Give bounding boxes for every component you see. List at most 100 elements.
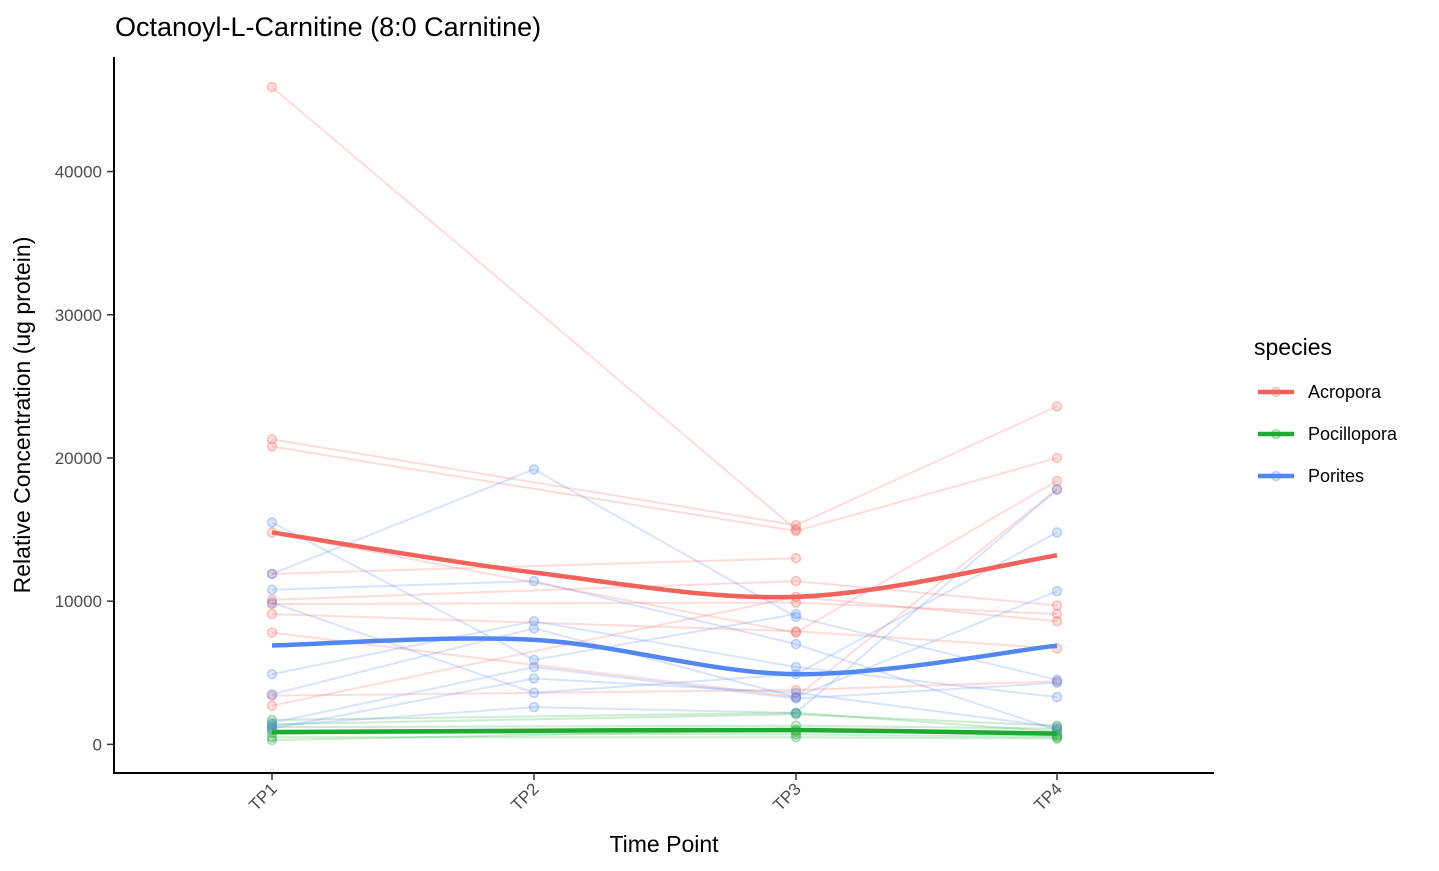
acropora-point (1051, 608, 1063, 620)
x-tick-label: TP2 (507, 779, 542, 814)
acropora-colony-line (271, 580, 1058, 607)
porites-point (790, 707, 802, 719)
chart-title: Octanoyl-L-Carnitine (8:0 Carnitine) (115, 12, 541, 42)
porites-point (266, 597, 278, 608)
porites-point (266, 517, 278, 528)
porites-point (528, 623, 540, 634)
legend-label-porites: Porites (1308, 466, 1364, 486)
acropora-colony-line (271, 405, 1058, 527)
legend-item-acropora: Acropora (1258, 382, 1382, 402)
porites-point (1051, 674, 1063, 686)
porites-colony-line (271, 620, 1058, 699)
y-tick-label: 10000 (55, 592, 102, 611)
acropora-colony-line (271, 86, 797, 531)
pocillopora-trend-line (271, 727, 1058, 736)
porites-colony-line (271, 521, 797, 661)
porites-point (266, 668, 278, 680)
acropora-point (790, 552, 802, 564)
porites-colony-line (271, 531, 1058, 694)
data-points (266, 81, 1063, 746)
porites-trend-line (271, 636, 1058, 677)
acropora-point (266, 434, 278, 445)
porites-colony-line (271, 590, 1058, 699)
porites-point (790, 691, 802, 703)
acropora-point (790, 691, 802, 703)
legend-title: species (1254, 334, 1332, 360)
x-tick-label: TP4 (1030, 779, 1065, 814)
porites-point (1051, 585, 1063, 597)
acropora-point (266, 81, 278, 93)
porites-point (1051, 527, 1063, 538)
acropora-point (1051, 615, 1063, 627)
acropora-colony-line (271, 445, 1058, 533)
acropora-point (1051, 600, 1063, 611)
acropora-point (1051, 401, 1063, 412)
acropora-colony-line (271, 680, 1058, 697)
acropora-point (790, 524, 802, 535)
porites-colony-line (271, 488, 1058, 727)
porites-colony-line (271, 666, 1058, 724)
porites-point (1051, 721, 1063, 733)
legend-marker-acropora (1270, 386, 1282, 398)
acropora-point (790, 525, 802, 537)
acropora-trend-line (271, 530, 1058, 600)
acropora-point (1051, 676, 1063, 687)
pocillopora-point (1051, 733, 1063, 744)
porites-point (790, 687, 802, 699)
porites-colony-line (271, 580, 1058, 731)
plot-area (266, 81, 1063, 746)
acropora-point (790, 684, 802, 696)
porites-colony-line (271, 468, 1058, 681)
porites-point (790, 693, 802, 704)
porites-point (528, 701, 540, 713)
acropora-point (790, 520, 802, 531)
acropora-point (266, 627, 278, 638)
porites-colony-line (271, 677, 1058, 730)
legend-item-pocillopora: Pocillopora (1258, 424, 1398, 444)
porites-point (266, 584, 278, 595)
pocillopora-point (266, 719, 278, 730)
porites-point (790, 608, 802, 620)
pocillopora-point (266, 734, 278, 746)
legend-item-porites: Porites (1258, 466, 1364, 486)
porites-point (528, 464, 540, 475)
pocillopora-point (790, 709, 802, 720)
trend-lines (271, 530, 1058, 736)
acropora-point (266, 608, 278, 620)
legend-marker-pocillopora (1270, 428, 1282, 440)
pocillopora-point (790, 707, 802, 719)
x-ticks: TP1 TP2 TP3 TP4 (245, 773, 1066, 815)
acropora-colony-line (271, 613, 1058, 650)
porites-point (528, 661, 540, 673)
porites-point (790, 638, 802, 650)
y-tick-label: 30000 (55, 306, 102, 325)
acropora-point (1051, 484, 1063, 495)
y-tick-label: 20000 (55, 449, 102, 468)
porites-point (266, 568, 278, 580)
legend: species Acropora Pocillopora Porites (1254, 334, 1398, 486)
pocillopora-colony-line (271, 711, 1058, 733)
pocillopora-point (1051, 720, 1063, 731)
porites-point (1051, 484, 1063, 495)
acropora-point (790, 627, 802, 638)
y-tick-label: 40000 (55, 163, 102, 182)
pocillopora-colony-line (271, 724, 1058, 730)
porites-point (528, 687, 540, 699)
porites-point (790, 661, 802, 673)
pocillopora-point (266, 714, 278, 726)
porites-point (528, 615, 540, 627)
acropora-point (790, 625, 802, 637)
x-tick-label: TP3 (769, 779, 804, 814)
y-axis-title: Relative Concentration (ug protein) (9, 237, 35, 594)
axes: 0 10000 20000 30000 40000 TP1 TP2 TP3 TP4 (55, 57, 1214, 815)
y-ticks: 0 10000 20000 30000 40000 (55, 163, 114, 754)
porites-point (266, 717, 278, 729)
acropora-colony-line (271, 480, 1058, 634)
porites-point (528, 575, 540, 587)
porites-point (790, 611, 802, 623)
legend-label-pocillopora: Pocillopora (1308, 424, 1398, 444)
acropora-point (1051, 475, 1063, 487)
x-axis-title: Time Point (609, 831, 719, 857)
acropora-point (1051, 452, 1063, 464)
